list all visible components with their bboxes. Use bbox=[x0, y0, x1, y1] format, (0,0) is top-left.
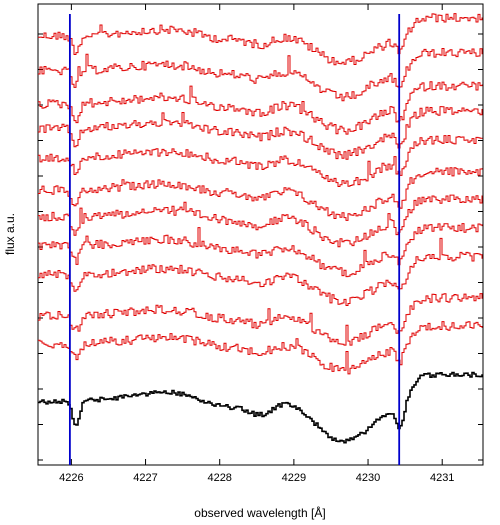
average-spectrum-line bbox=[38, 371, 483, 444]
spectrum-line-11 bbox=[38, 321, 483, 375]
x-tick-label-4227: 4227 bbox=[133, 472, 157, 484]
spectrum-line-5 bbox=[38, 135, 483, 187]
x-axis-label: observed wavelength [Å] bbox=[194, 505, 325, 520]
spectra-series bbox=[38, 13, 483, 444]
x-tick-label-4228: 4228 bbox=[207, 472, 231, 484]
y-axis-ticks bbox=[38, 33, 483, 461]
plot-frame bbox=[37, 3, 484, 466]
spectrum-line-3 bbox=[38, 81, 483, 135]
spectrum-line-9 bbox=[38, 237, 483, 306]
spectrum-line-10 bbox=[38, 293, 483, 346]
reference-lines bbox=[68, 14, 401, 465]
x-tick-label-4229: 4229 bbox=[282, 472, 306, 484]
x-tick-label-4231: 4231 bbox=[430, 472, 454, 484]
spectrum-line-2 bbox=[38, 48, 483, 102]
spectrum-line-4 bbox=[38, 106, 483, 160]
spectrum-line-6 bbox=[38, 167, 483, 221]
spectrum-line-1 bbox=[38, 13, 483, 66]
spectrum-line-7 bbox=[38, 194, 483, 248]
x-tick-label-4226: 4226 bbox=[59, 472, 83, 484]
x-axis-ticks: 4226 4227 4228 4229 4230 4231 bbox=[59, 4, 454, 484]
x-tick-label-4230: 4230 bbox=[356, 472, 380, 484]
spectrum-line-8 bbox=[38, 223, 483, 278]
y-axis-label: flux a.u. bbox=[3, 213, 17, 255]
